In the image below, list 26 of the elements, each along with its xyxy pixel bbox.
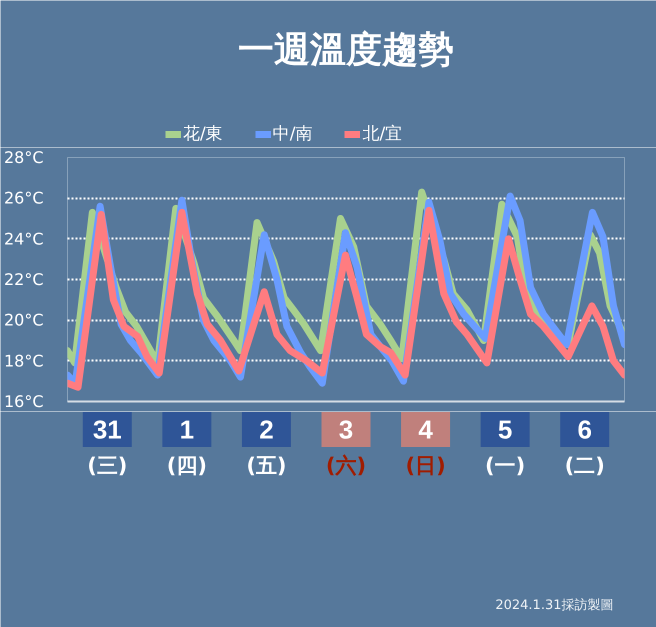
x-tick-label: 1 — [180, 414, 194, 444]
y-tick-label: 18°C — [4, 351, 44, 370]
y-tick-label: 20°C — [4, 310, 44, 330]
text: (一) — [485, 454, 526, 478]
text: (日) — [405, 454, 446, 478]
text: 2024.1.31採訪製圖 — [495, 598, 614, 613]
text: (二) — [564, 454, 605, 478]
text: (六) — [326, 454, 366, 478]
y-tick-label: 22°C — [4, 270, 44, 289]
text: (四) — [166, 454, 207, 478]
legend-label: 花/東 — [183, 123, 223, 145]
legend-label: 北/宜 — [362, 123, 402, 145]
text: (三) — [87, 454, 128, 478]
y-tick-label: 26°C — [4, 188, 44, 208]
x-tick-label: 5 — [498, 414, 512, 444]
x-tick-label: 6 — [577, 414, 592, 444]
y-tick-label: 24°C — [4, 229, 44, 248]
chart-title: 一週溫度趨勢 — [238, 30, 454, 70]
y-tick-label: 16°C — [4, 392, 44, 411]
x-tick-label: 3 — [338, 414, 354, 444]
y-tick-label: 28°C — [4, 148, 44, 167]
x-tick-label: 4 — [418, 414, 434, 444]
legend-label: 中/南 — [272, 123, 312, 145]
x-tick-label: 31 — [92, 414, 122, 444]
x-tick-label: 2 — [259, 414, 274, 444]
text: (五) — [246, 454, 287, 478]
